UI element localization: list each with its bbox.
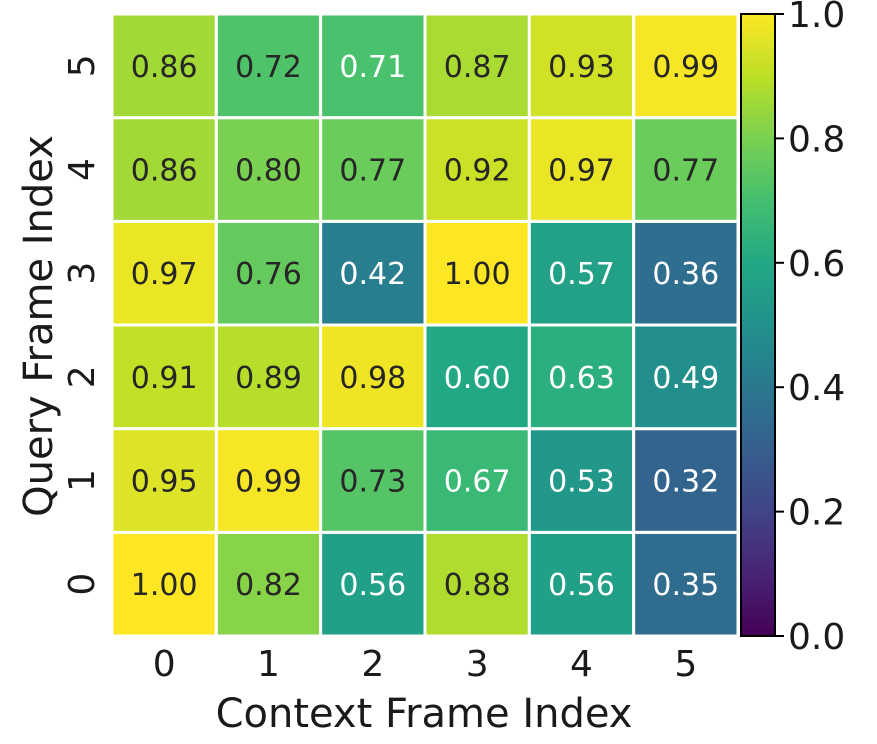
heatmap-cell [110,12,218,120]
heatmap-cell [110,427,218,534]
heatmap-cell [527,530,636,638]
cell-value-label: 0.35 [652,568,719,603]
cell-value-label: 0.67 [444,465,511,500]
colorbar: 0.0 0.2 0.4 0.6 0.8 1.0 [740,0,845,658]
heatmap-cell [110,219,218,327]
colorbar-ticks: 0.0 0.2 0.4 0.6 0.8 1.0 [775,0,845,658]
heatmap-cell [423,427,531,534]
cell-value-label: 0.86 [131,50,198,85]
heatmap-cell [527,323,636,431]
heatmap-cell [110,116,218,223]
y-tick-label: 3 [62,262,103,285]
heatmap-cell [527,219,636,327]
cell-value-label: 0.49 [652,361,719,396]
heatmap-cell [423,12,531,120]
y-tick-label: 1 [62,469,103,492]
colorbar-tick-label: 0.4 [788,368,845,409]
cell-value-label: 0.56 [339,568,406,603]
cell-value-label: 0.42 [339,257,406,292]
x-axis-title: Context Frame Index [216,691,633,737]
x-tick-label: 4 [570,644,593,685]
cell-value-label: 0.77 [652,154,719,189]
cell-value-label: 0.56 [548,568,615,603]
x-tick-label: 5 [674,644,697,685]
cell-value-label: 0.53 [548,465,615,500]
cell-value-label: 1.00 [444,257,511,292]
heatmap-cell [319,116,427,223]
cell-value-label: 0.32 [652,465,719,500]
heatmap-cell [632,219,740,327]
colorbar-tick-label: 0.6 [788,244,845,285]
heatmap-cell [214,219,323,327]
heatmap-cell [110,530,218,638]
cell-value-label: 0.80 [235,154,302,189]
x-tick-label: 0 [153,644,176,685]
heatmap-cell [632,427,740,534]
cell-value-label: 0.99 [652,50,719,85]
y-tick-labels: 0 1 2 3 4 5 [62,54,103,595]
cell-value-label: 0.97 [131,257,198,292]
cell-value-label: 0.99 [235,465,302,500]
heatmap-cell [423,116,531,223]
y-axis-title: Query Frame Index [16,135,62,517]
x-tick-labels: 0 1 2 3 4 5 [153,644,698,685]
cell-value-label: 0.87 [444,50,511,85]
colorbar-tick-label: 0.0 [788,617,845,658]
cell-value-label: 0.76 [235,257,302,292]
heatmap-cell [527,116,636,223]
heatmap-cell [110,323,218,431]
heatmap-cell [423,323,531,431]
cell-value-label: 0.71 [339,50,406,85]
heatmap-cell [214,427,323,534]
cell-value-label: 0.36 [652,257,719,292]
heatmap-cell [319,427,427,534]
heatmap-cell [632,530,740,638]
cell-value-label: 1.00 [131,568,198,603]
colorbar-tick-label: 0.8 [788,119,845,160]
x-tick-label: 3 [466,644,489,685]
y-tick-label: 0 [62,573,103,596]
cell-value-label: 0.97 [548,154,615,189]
cell-value-label: 0.98 [339,361,406,396]
colorbar-gradient [740,13,776,637]
cell-value-label: 0.95 [131,465,198,500]
cell-value-label: 0.91 [131,361,198,396]
cell-value-label: 0.77 [339,154,406,189]
cell-value-label: 0.73 [339,465,406,500]
x-tick-label: 2 [361,644,384,685]
heatmap-cell [632,12,740,120]
heatmap-cell [632,323,740,431]
x-tick-label: 1 [257,644,280,685]
y-tick-label: 4 [62,158,103,181]
y-tick-label: 2 [62,365,103,388]
cell-value-label: 0.63 [548,361,615,396]
cell-value-label: 0.86 [131,154,198,189]
cell-value-label: 0.72 [235,50,302,85]
cell-value-label: 0.60 [444,361,511,396]
cell-value-label: 0.92 [444,154,511,189]
cell-value-label: 0.88 [444,568,511,603]
colorbar-tick-label: 0.2 [788,493,845,534]
heatmap-cell [527,12,636,120]
colorbar-tick-label: 1.0 [788,0,845,36]
cell-value-label: 0.93 [548,50,615,85]
cell-value-label: 0.89 [235,361,302,396]
heatmap-cell [214,530,323,638]
y-tick-label: 5 [62,54,103,77]
heatmap-cells: 1.00 0.82 0.56 0.88 0.56 0.35 0.95 0.99 0.73 0.67… [110,12,740,638]
cell-value-label: 0.82 [235,568,302,603]
cell-value-label: 0.57 [548,257,615,292]
